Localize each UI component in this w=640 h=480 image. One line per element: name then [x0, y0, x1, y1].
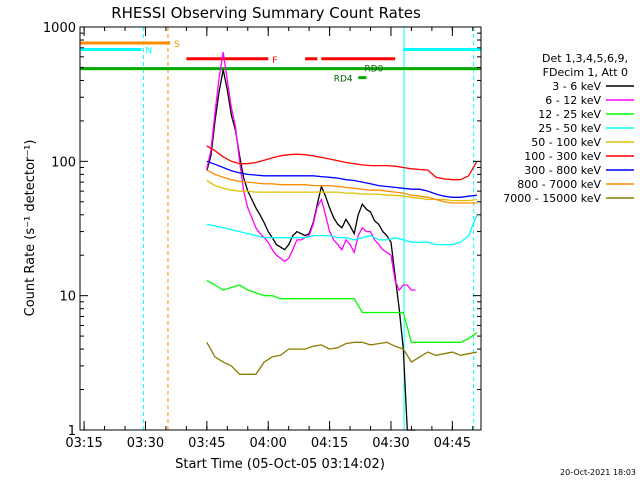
- legend-header: FDecim 1, Att 0: [543, 66, 628, 79]
- x-tick-label: 04:00: [249, 436, 286, 451]
- legend-header: Det 1,3,4,5,6,9,: [542, 52, 628, 65]
- plot-area: S N F RD0 RD4: [80, 27, 481, 431]
- legend-label: 25 - 50 keV: [538, 122, 601, 135]
- y-tick-label: 10: [59, 290, 76, 305]
- series-line-2: [206, 279, 478, 343]
- legend-label: 7000 - 15000 keV: [503, 192, 601, 205]
- series-line-1: [206, 51, 416, 292]
- footer-timestamp: 20-Oct-2021 18:03: [560, 468, 636, 477]
- x-tick-label: 04:15: [311, 436, 348, 451]
- series-line-6: [206, 160, 477, 198]
- flag-label-rd4: RD4: [334, 75, 353, 85]
- legend-label: 3 - 6 keV: [552, 80, 601, 93]
- legend-label: 50 - 100 keV: [531, 136, 601, 149]
- x-tick-label: 03:15: [65, 436, 102, 451]
- x-tick-label: 03:45: [188, 436, 225, 451]
- x-axis-label: Start Time (05-Oct-05 03:14:02): [175, 457, 385, 472]
- legend-label: 6 - 12 keV: [545, 94, 601, 107]
- series-line-3: [206, 214, 478, 246]
- x-tick-label: 03:30: [127, 436, 164, 451]
- flag-label-s: S: [174, 40, 180, 50]
- series-line-4: [206, 179, 477, 202]
- y-axis-label: Count Rate (s⁻¹ detector⁻¹): [23, 140, 38, 317]
- flag-label-n: N: [145, 46, 152, 56]
- legend-label: 800 - 7000 keV: [517, 178, 601, 191]
- flag-label-rd0: RD0: [364, 65, 383, 75]
- plot-frame: [79, 26, 482, 431]
- series-line-8: [206, 341, 478, 375]
- y-tick-label: 1: [68, 424, 76, 439]
- series-line-5: [206, 145, 478, 181]
- legend-label: 100 - 300 keV: [524, 150, 601, 163]
- y-tick-label: 100: [51, 155, 76, 170]
- x-tick-label: 04:30: [372, 436, 409, 451]
- x-tick-label: 04:45: [434, 436, 471, 451]
- flag-label-f: F: [272, 56, 277, 66]
- y-tick-label: 1000: [43, 21, 76, 36]
- chart-title: RHESSI Observing Summary Count Rates: [111, 4, 421, 22]
- series-line-7: [206, 169, 477, 204]
- legend-label: 12 - 25 keV: [538, 108, 601, 121]
- axes: 1 10 100 1000 03:15 03:30 03:45 04:00 04:15 04:30…: [43, 21, 481, 451]
- legend-label: 300 - 800 keV: [524, 164, 601, 177]
- legend: Det 1,3,4,5,6,9,FDecim 1, Att 03 - 6 keV…: [503, 52, 634, 205]
